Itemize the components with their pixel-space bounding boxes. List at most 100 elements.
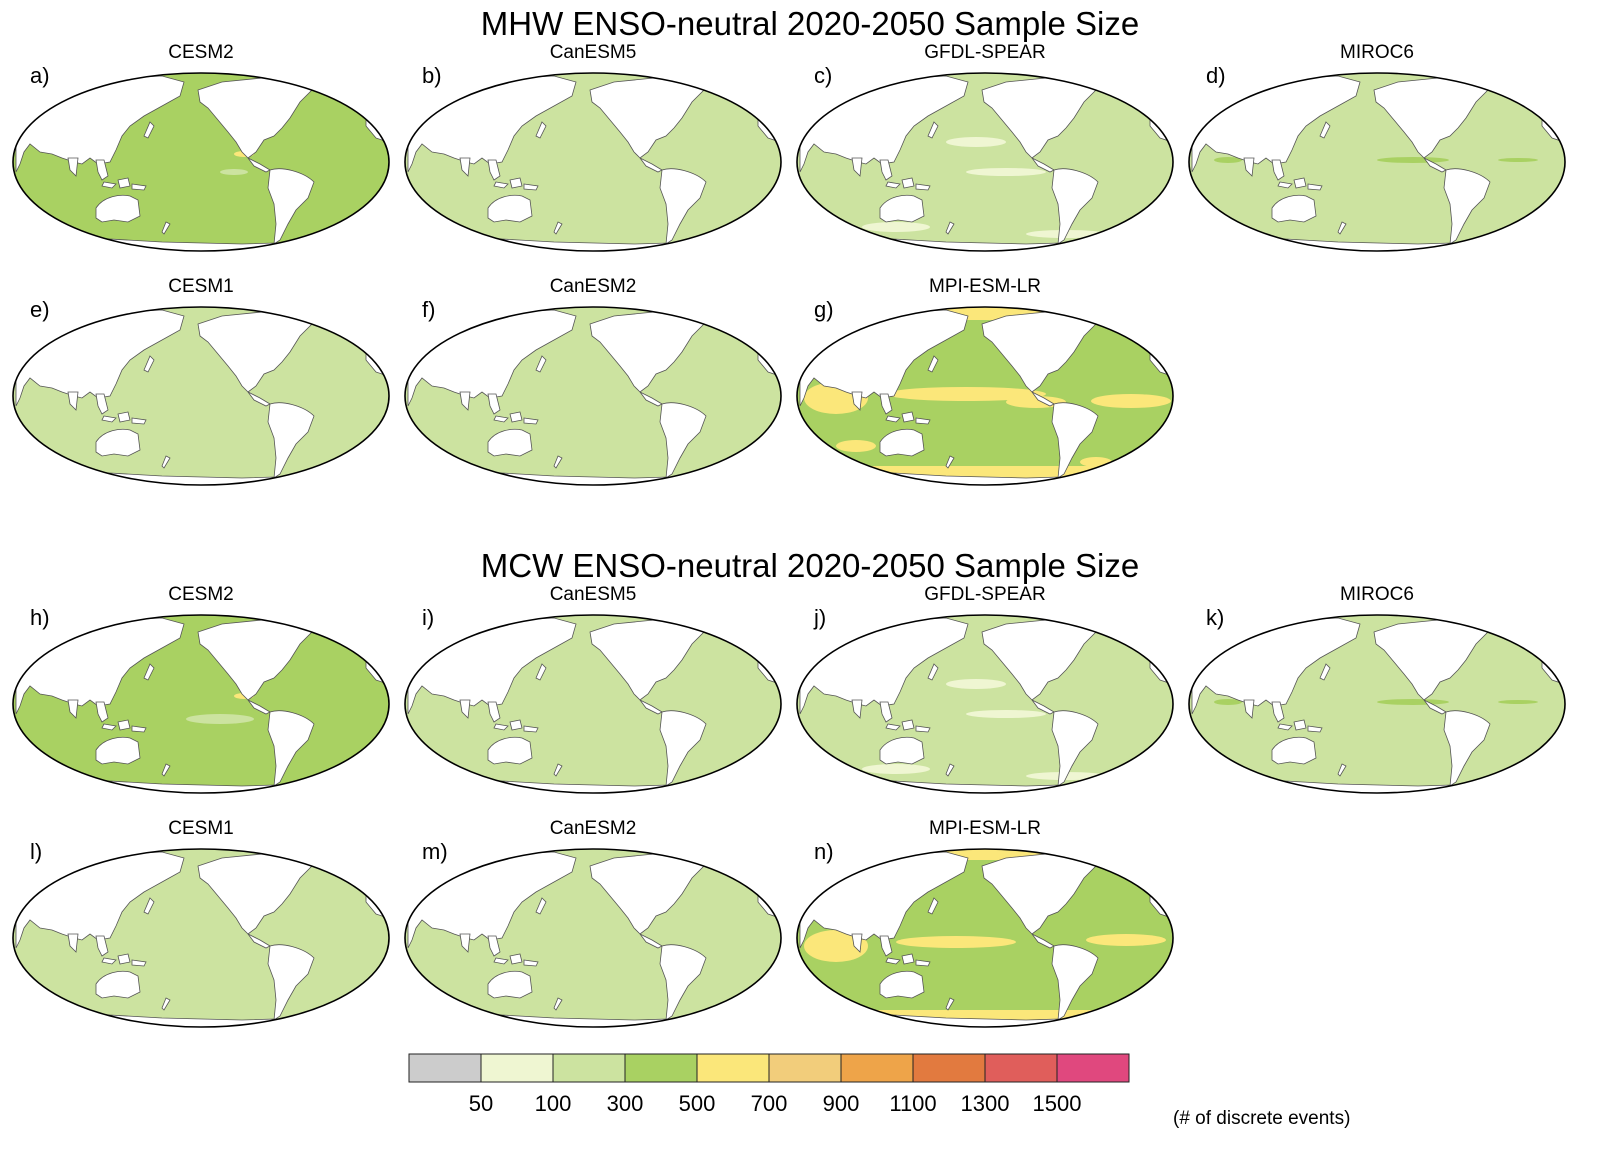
anomaly-patch — [926, 849, 1046, 860]
colorbar-swatch — [624, 1053, 698, 1083]
anomaly-patch — [1080, 457, 1112, 467]
mhw-section-title: MHW ENSO-neutral 2020-2050 Sample Size — [480, 5, 1140, 42]
colorbar-swatch — [552, 1053, 626, 1083]
anomaly-patch — [1377, 699, 1449, 705]
map-panel: CanESM5 b) — [404, 42, 782, 252]
world-map — [12, 614, 390, 794]
map-outline — [404, 614, 782, 794]
anomaly-patch — [378, 746, 389, 752]
map-outline — [404, 306, 782, 486]
anomaly-patch — [1214, 157, 1242, 163]
map-outline — [796, 848, 1174, 1028]
map-panel: GFDL-SPEAR j) — [796, 584, 1174, 794]
map-outline — [404, 72, 782, 252]
map-panel: MIROC6 k) — [1188, 584, 1566, 794]
panel-letter: k) — [1206, 605, 1225, 630]
panel-letter: b) — [422, 63, 442, 88]
map-outline — [1188, 72, 1566, 252]
map-outline — [796, 306, 1174, 486]
map-panel: CESM2 a) — [12, 42, 390, 252]
world-map — [12, 306, 390, 486]
anomaly-patch — [1091, 394, 1171, 408]
anomaly-patch — [186, 714, 254, 724]
anomaly-patch — [1498, 700, 1538, 704]
panel-letter: g) — [814, 297, 834, 322]
anomaly-patch — [348, 768, 368, 776]
map-outline — [796, 72, 1174, 252]
panel-model-name: GFDL-SPEAR — [924, 584, 1046, 605]
colorbar-swatch — [696, 1053, 770, 1083]
panel-letter: e) — [30, 297, 50, 322]
anomaly-patch — [826, 1010, 1156, 1020]
anomaly-patch — [1214, 699, 1242, 705]
panel-letter: j) — [814, 605, 827, 630]
anomaly-patch — [804, 930, 868, 962]
colorbar-tick-label: 1100 — [889, 1091, 936, 1116]
anomaly-patch — [1086, 934, 1166, 946]
map-outline — [796, 614, 1174, 794]
map-outline — [12, 848, 390, 1028]
panel-letter: c) — [814, 63, 833, 88]
map-panel: MPI-ESM-LR g) — [796, 276, 1174, 486]
anomaly-patch — [886, 387, 1046, 401]
anomaly-patch — [862, 222, 930, 232]
world-map — [404, 614, 782, 794]
map-outline — [1188, 614, 1566, 794]
world-map — [404, 306, 782, 486]
panel-model-name: MIROC6 — [1340, 42, 1414, 63]
map-panel: GFDL-SPEAR c) — [796, 42, 1174, 252]
world-map — [12, 848, 390, 1028]
colorbar-swatch — [840, 1053, 914, 1083]
map-outline — [12, 72, 390, 252]
world-map — [796, 848, 1174, 1028]
map-outline — [12, 306, 390, 486]
colorbar-swatch — [408, 1053, 482, 1083]
panel-model-name: CanESM5 — [549, 584, 637, 605]
panel-model-name: CanESM2 — [549, 818, 637, 839]
map-panel: CanESM2 m) — [404, 818, 782, 1028]
world-map — [796, 614, 1174, 794]
anomaly-patch — [946, 137, 1006, 147]
map-outline — [12, 614, 390, 794]
colorbar-tick-label: 1300 — [961, 1091, 1010, 1116]
colorbar-swatch — [1056, 1053, 1130, 1083]
anomaly-patch — [378, 204, 389, 210]
colorbar-swatch — [768, 1053, 842, 1083]
panel-letter: m) — [422, 839, 448, 864]
colorbar-tick-label: 100 — [535, 1091, 572, 1116]
panel-letter: f) — [422, 297, 436, 322]
anomaly-patch — [1377, 157, 1449, 163]
map-panel: CanESM5 i) — [404, 584, 782, 794]
colorbar-unit-label: (# of discrete events) — [1173, 1108, 1351, 1129]
colorbar-tick-label: 500 — [679, 1091, 716, 1116]
map-panel: CESM2 h) — [12, 584, 390, 794]
panel-letter: h) — [30, 605, 50, 630]
panel-model-name: MIROC6 — [1340, 584, 1414, 605]
anomaly-patch — [862, 764, 930, 774]
colorbar-tick-label: 50 — [469, 1091, 493, 1116]
panel-letter: d) — [1206, 63, 1226, 88]
anomaly-patch — [896, 936, 1016, 948]
mcw-section-title: MCW ENSO-neutral 2020-2050 Sample Size — [480, 547, 1140, 584]
map-outline — [404, 848, 782, 1028]
panel-model-name: CESM2 — [168, 42, 234, 63]
colorbar-tick-label: 300 — [607, 1091, 644, 1116]
panel-model-name: CESM1 — [168, 276, 234, 297]
anomaly-patch — [966, 168, 1046, 176]
world-map — [1188, 72, 1566, 252]
colorbar-tick-label: 900 — [823, 1091, 860, 1116]
map-panel: MIROC6 d) — [1188, 42, 1566, 252]
map-panel: CESM1 e) — [12, 276, 390, 486]
panel-model-name: CESM1 — [168, 818, 234, 839]
panel-letter: i) — [422, 605, 435, 630]
colorbar-tick-label: 1500 — [1033, 1091, 1082, 1116]
colorbar-swatch — [984, 1053, 1058, 1083]
panel-letter: l) — [30, 839, 43, 864]
anomaly-patch — [966, 710, 1046, 718]
panel-model-name: CESM2 — [168, 584, 234, 605]
anomaly-patch — [836, 440, 876, 452]
anomaly-patch — [1498, 158, 1538, 162]
map-panel: MPI-ESM-LR n) — [796, 818, 1174, 1028]
panel-letter: n) — [814, 839, 834, 864]
panel-model-name: CanESM2 — [549, 276, 637, 297]
